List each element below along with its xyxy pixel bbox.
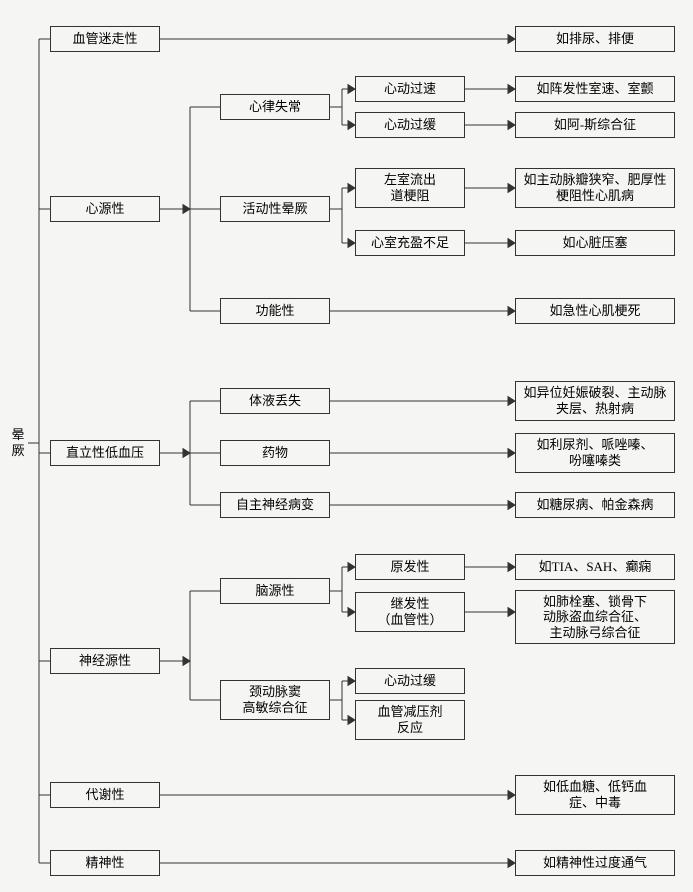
node: 如心脏压塞	[515, 230, 675, 256]
node: 如TIA、SAH、癫痫	[515, 554, 675, 580]
node: 继发性 （血管性）	[355, 592, 465, 632]
node: 如主动脉瓣狭窄、肥厚性 梗阻性心肌病	[515, 168, 675, 208]
node: 脑源性	[220, 578, 330, 604]
node: 心动过缓	[355, 112, 465, 138]
node: 如精神性过度通气	[515, 850, 675, 876]
node: 如肺栓塞、锁骨下 动脉盗血综合征、 主动脉弓综合征	[515, 590, 675, 644]
node: 功能性	[220, 298, 330, 324]
node: 心源性	[50, 196, 160, 222]
node: 原发性	[355, 554, 465, 580]
node: 体液丢失	[220, 388, 330, 414]
node: 左室流出 道梗阻	[355, 168, 465, 208]
node: 如阵发性室速、室颤	[515, 76, 675, 102]
node: 如糖尿病、帕金森病	[515, 492, 675, 518]
node: 自主神经病变	[220, 492, 330, 518]
node: 如急性心肌梗死	[515, 298, 675, 324]
node: 如低血糖、低钙血 症、中毒	[515, 775, 675, 815]
flowchart-container: 晕 厥 血管迷走性心源性直立性低血压神经源性代谢性精神性 心律失常活动性晕厥功能性体…	[0, 0, 693, 892]
node: 如利尿剂、哌唑嗪、 吩噻嗪类	[515, 433, 675, 473]
node: 心动过速	[355, 76, 465, 102]
node: 血管减压剂 反应	[355, 700, 465, 740]
node: 如排尿、排便	[515, 26, 675, 52]
node: 心动过缓	[355, 668, 465, 694]
node: 精神性	[50, 850, 160, 876]
node: 如阿-斯综合征	[515, 112, 675, 138]
node: 心律失常	[220, 94, 330, 120]
node: 血管迷走性	[50, 26, 160, 52]
node: 药物	[220, 440, 330, 466]
node: 活动性晕厥	[220, 196, 330, 222]
node: 颈动脉窦 高敏综合征	[220, 680, 330, 720]
node: 心室充盈不足	[355, 230, 465, 256]
node: 直立性低血压	[50, 440, 160, 466]
node: 代谢性	[50, 782, 160, 808]
node: 如异位妊娠破裂、主动脉 夹层、热射病	[515, 381, 675, 421]
node: 神经源性	[50, 648, 160, 674]
node: 晕 厥	[8, 420, 28, 466]
